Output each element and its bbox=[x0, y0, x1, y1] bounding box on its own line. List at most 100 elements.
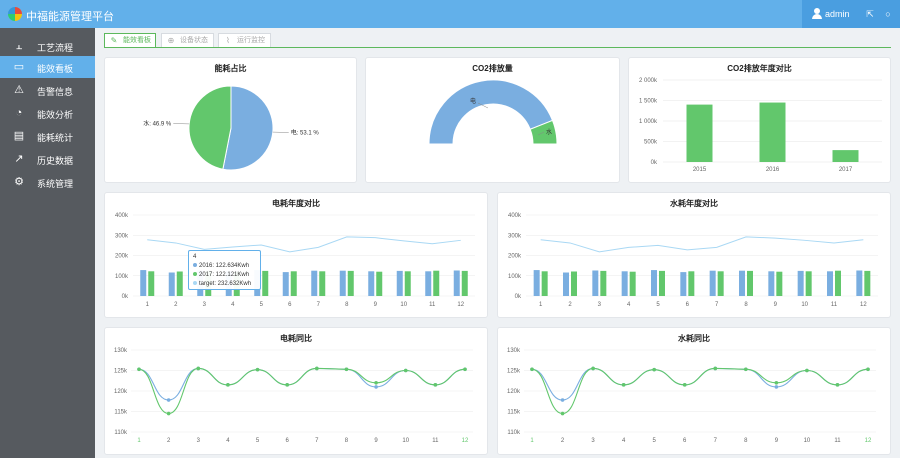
pie-slice bbox=[222, 85, 274, 171]
y-tick-label: 130k bbox=[507, 348, 521, 354]
data-point bbox=[196, 366, 201, 371]
x-tick-label: 5 bbox=[260, 302, 264, 308]
bar bbox=[571, 271, 577, 296]
sidebar-item-label: 能效看板 bbox=[37, 64, 74, 74]
chart-icon: ⫠ bbox=[15, 40, 23, 52]
target-icon: ⊕ bbox=[167, 36, 175, 45]
external-link-icon[interactable]: ⇱ bbox=[866, 9, 874, 19]
x-tick-label: 11 bbox=[432, 438, 439, 444]
user-area[interactable]: admin ⇱ ○ bbox=[802, 0, 900, 28]
bar bbox=[176, 271, 183, 296]
data-point bbox=[433, 383, 438, 387]
document-icon: ▤ bbox=[13, 130, 25, 142]
bar bbox=[659, 270, 665, 296]
y-tick-label: 300k bbox=[508, 233, 522, 239]
legend-dot-icon bbox=[193, 272, 197, 277]
y-tick-label: 0k bbox=[122, 294, 129, 300]
x-tick-label: 3 bbox=[197, 438, 201, 444]
tab-monitoring[interactable]: ⌇ 运行监控 bbox=[218, 33, 271, 48]
edit-chart-icon: ✎ bbox=[110, 36, 118, 45]
sidebar-item-system[interactable]: ⚙ 系统管理 bbox=[0, 171, 95, 193]
tooltip-text: target: 232.632Kwh bbox=[199, 281, 252, 287]
y-tick-label: 200k bbox=[508, 254, 522, 260]
x-tick-label: 8 bbox=[744, 302, 748, 308]
water-year-panel: 水耗年度对比 0k 100k 200k 300k 400k 1 2 3 4 5 6 7 8 9 10 11 12 bbox=[497, 192, 891, 318]
x-tick-label: 11 bbox=[834, 438, 841, 444]
sidebar-item-process[interactable]: ⫠ 工艺流程 bbox=[0, 35, 95, 57]
data-point bbox=[315, 366, 319, 371]
x-tick-label: 10 bbox=[400, 302, 407, 308]
data-point bbox=[463, 367, 467, 372]
x-tick-label: 10 bbox=[804, 438, 811, 444]
x-tick-label: 4 bbox=[226, 438, 230, 444]
y-tick-label: 110k bbox=[114, 430, 128, 436]
x-tick-label: 10 bbox=[402, 438, 409, 444]
y-tick-label: 500k bbox=[644, 140, 658, 146]
warning-icon: ⚠ bbox=[14, 84, 24, 96]
x-tick-label: 6 bbox=[288, 302, 292, 308]
y-tick-label: 100k bbox=[508, 274, 522, 280]
x-tick-label: 2016 bbox=[766, 167, 780, 173]
data-point bbox=[774, 381, 779, 385]
y-tick-label: 1 500k bbox=[639, 99, 658, 105]
bar bbox=[739, 270, 745, 296]
bar bbox=[864, 270, 871, 296]
tooltip-row: 2017: 122.121Kwh bbox=[193, 271, 256, 280]
chart-title: 电耗年度对比 bbox=[272, 199, 320, 208]
bar bbox=[797, 270, 804, 296]
bar bbox=[709, 270, 716, 296]
co2-year-bar-chart: 0k 500k 1 000k 1 500k 2 000k 2015 2016 2017 bbox=[639, 78, 882, 173]
monitor-icon: ▭ bbox=[13, 61, 25, 73]
chart-title: 电耗同比 bbox=[280, 334, 312, 343]
pie-slice bbox=[188, 85, 232, 170]
x-tick-label: 6 bbox=[286, 438, 290, 444]
sidebar-item-analysis[interactable]: ◔ 能效分析 bbox=[0, 102, 95, 124]
sidebar-item-dashboard[interactable]: ▭ 能效看板 bbox=[0, 56, 95, 78]
user-icon bbox=[812, 8, 822, 20]
data-point bbox=[374, 381, 378, 385]
bar bbox=[680, 272, 687, 296]
x-tick-label: 12 bbox=[865, 438, 872, 444]
username[interactable]: admin bbox=[825, 9, 850, 19]
x-tick-label: 6 bbox=[683, 438, 687, 444]
y-tick-label: 100k bbox=[115, 274, 129, 280]
y-tick-label: 300k bbox=[115, 233, 129, 239]
bar bbox=[533, 270, 540, 296]
tab-dashboard[interactable]: ✎ 能效看板 bbox=[104, 33, 156, 48]
gauge-label-line bbox=[477, 102, 489, 109]
sidebar-item-history[interactable]: ↗ 历史数据 bbox=[0, 148, 95, 170]
x-tick-label: 11 bbox=[831, 302, 838, 308]
y-tick-label: 115k bbox=[114, 410, 128, 416]
gauge-label: 电 bbox=[470, 97, 476, 105]
data-point bbox=[621, 383, 626, 387]
y-tick-label: 400k bbox=[115, 213, 129, 219]
chart-title: CO2排放量 bbox=[472, 64, 513, 73]
sidebar: ⫠ 工艺流程 ▭ 能效看板 ⚠ 告警信息 ◔ 能效分析 ▤ 能耗统计 ↗ 历史数… bbox=[0, 28, 95, 458]
x-tick-label: 12 bbox=[860, 302, 867, 308]
y-tick-label: 120k bbox=[507, 389, 521, 395]
y-tick-label: 0k bbox=[515, 294, 522, 300]
co2-gauge-chart: 电水 bbox=[428, 79, 558, 145]
data-point bbox=[530, 367, 534, 372]
data-point bbox=[713, 366, 718, 371]
bar bbox=[768, 271, 775, 296]
power-icon[interactable]: ○ bbox=[885, 9, 891, 19]
data-point bbox=[774, 385, 779, 389]
bar bbox=[805, 271, 812, 296]
target-line bbox=[540, 236, 864, 253]
x-tick-label: 7 bbox=[715, 302, 719, 308]
elec-comp-panel: 电耗同比 110k 115k 120k 125k 130k 1 2 3 4 5 6 7 8 9 10 11 12 bbox=[104, 327, 488, 455]
legend-dot-icon bbox=[193, 263, 197, 268]
tab-device-status[interactable]: ⊕ 设备状态 bbox=[161, 33, 214, 48]
sidebar-item-alarm[interactable]: ⚠ 告警信息 bbox=[0, 79, 95, 101]
bar bbox=[290, 271, 297, 296]
x-tick-label: 9 bbox=[374, 438, 378, 444]
sidebar-item-statistics[interactable]: ▤ 能耗统计 bbox=[0, 125, 95, 147]
bar bbox=[148, 271, 155, 296]
data-point bbox=[285, 383, 289, 387]
data-point bbox=[166, 411, 171, 416]
bar bbox=[168, 272, 175, 296]
bar bbox=[621, 271, 628, 296]
x-tick-label: 9 bbox=[374, 302, 378, 308]
